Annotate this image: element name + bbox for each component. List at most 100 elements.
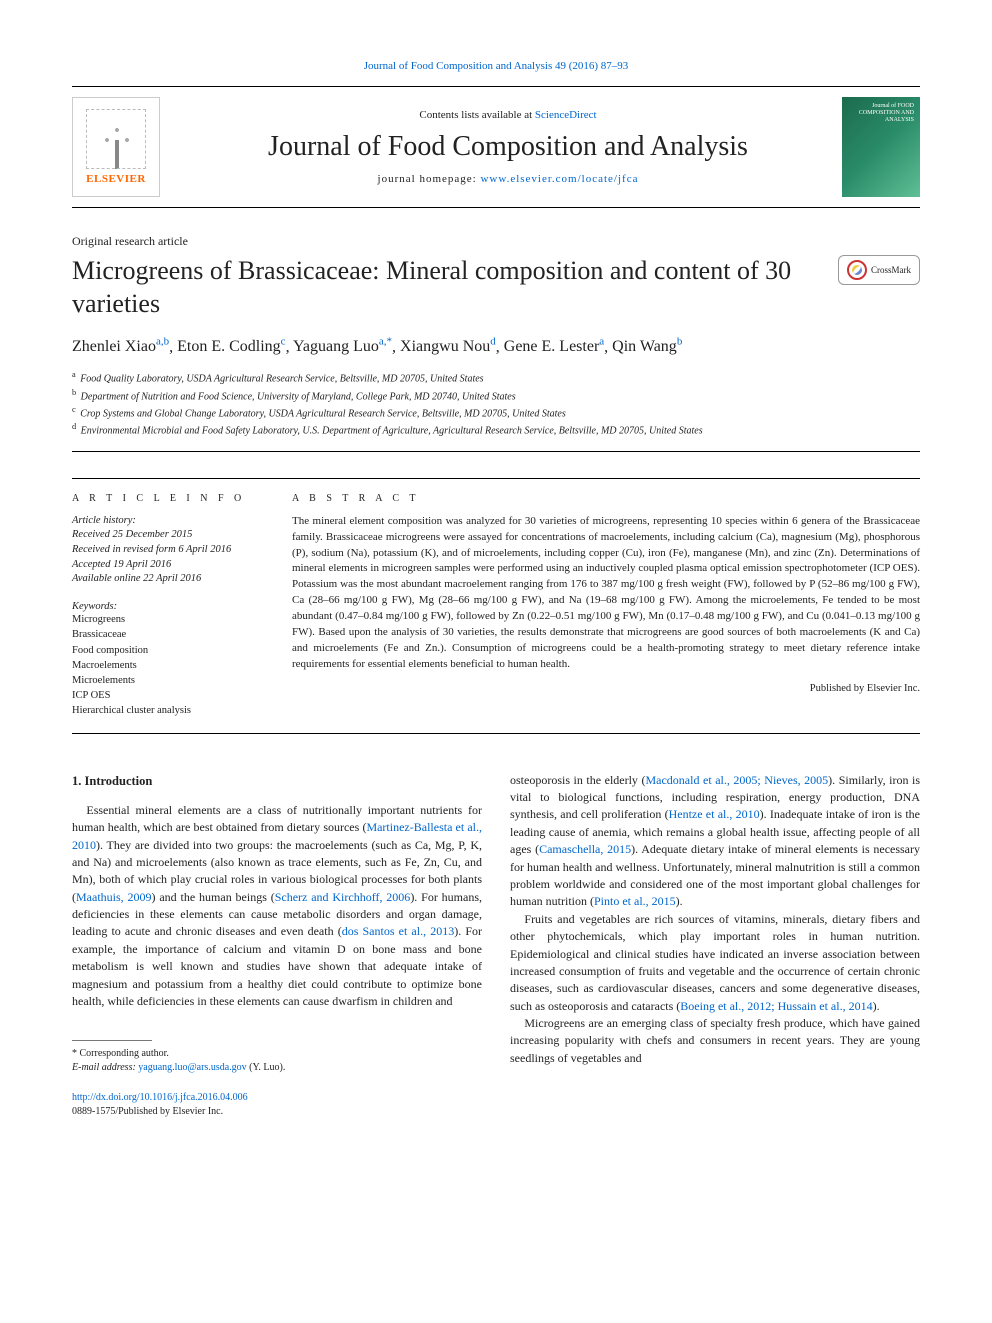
keyword: Hierarchical cluster analysis (72, 703, 260, 718)
article-info-column: A R T I C L E I N F O Article history: R… (72, 479, 272, 733)
keyword: Food composition (72, 643, 260, 658)
author: Qin Wangb (612, 338, 682, 355)
history-heading: Article history: (72, 514, 260, 529)
author-affil-link[interactable]: c (281, 336, 286, 348)
published-by: Published by Elsevier Inc. (292, 683, 920, 694)
affiliation: b Department of Nutrition and Food Scien… (72, 387, 920, 404)
article-title: Microgreens of Brassicaceae: Mineral com… (72, 255, 822, 320)
affil-text: Crop Systems and Global Change Laborator… (80, 408, 566, 419)
keywords-heading: Keywords: (72, 601, 260, 612)
author-affil-link[interactable]: a (599, 336, 604, 348)
author: Eton E. Codlingc (177, 338, 285, 355)
citation-link[interactable]: Hentze et al., 2010 (669, 807, 760, 821)
citation-link[interactable]: Maathuis, 2009 (76, 890, 152, 904)
page: Journal of Food Composition and Analysis… (0, 0, 992, 1179)
affil-sup: a (72, 370, 76, 379)
crossmark-label: CrossMark (871, 265, 911, 275)
affil-text: Food Quality Laboratory, USDA Agricultur… (80, 374, 483, 385)
body-text: Microgreens are an emerging class of spe… (510, 1016, 920, 1065)
author-affil-link[interactable]: d (490, 336, 496, 348)
body-col-left: 1. Introduction Essential mineral elemen… (72, 772, 482, 1120)
divider-affil (72, 451, 920, 452)
body-paragraph: Essential mineral elements are a class o… (72, 802, 482, 1011)
author-name: Qin Wang (612, 338, 677, 355)
author-name: Zhenlei Xiao (72, 338, 156, 355)
body-col-right: osteoporosis in the elderly (Macdonald e… (510, 772, 920, 1120)
homepage-prefix: journal homepage: (378, 173, 481, 185)
abstract-heading: A B S T R A C T (292, 493, 920, 504)
affil-sup: c (72, 405, 76, 414)
author-name: Yaguang Luo (293, 338, 379, 355)
journal-cover-thumbnail: Journal of FOOD COMPOSITION AND ANALYSIS (842, 97, 920, 197)
author-name: Eton E. Codling (177, 338, 281, 355)
info-block: A R T I C L E I N F O Article history: R… (72, 478, 920, 734)
affil-text: Environmental Microbial and Food Safety … (81, 426, 703, 437)
citation-link[interactable]: Camaschella, 2015 (539, 842, 631, 856)
affiliation: c Crop Systems and Global Change Laborat… (72, 404, 920, 421)
article-history: Article history: Received 25 December 20… (72, 514, 260, 587)
article-type: Original research article (72, 234, 920, 249)
keyword: Microgreens (72, 612, 260, 627)
abstract-text: The mineral element composition was anal… (292, 514, 920, 673)
author: Yaguang Luoa,* (293, 338, 392, 355)
body-text: ). (676, 894, 683, 908)
body-text: Fruits and vegetables are rich sources o… (510, 912, 920, 1013)
author-name: Gene E. Lester (504, 338, 600, 355)
issn-line: 0889-1575/Published by Elsevier Inc. (72, 1105, 482, 1119)
affiliations: a Food Quality Laboratory, USDA Agricult… (72, 369, 920, 438)
history-line: Received in revised form 6 April 2016 (72, 543, 260, 558)
crossmark-icon (847, 260, 867, 280)
footnote-separator (72, 1040, 152, 1041)
intro-heading: 1. Introduction (72, 772, 482, 790)
contents-prefix: Contents lists available at (419, 109, 534, 121)
corresponding-label: * Corresponding author. (72, 1047, 482, 1061)
citation-link[interactable]: dos Santos et al., 2013 (342, 924, 455, 938)
author-name: Xiangwu Nou (400, 338, 490, 355)
body-paragraph: Fruits and vegetables are rich sources o… (510, 911, 920, 1015)
elsevier-tree-icon (86, 109, 146, 169)
body-text: osteoporosis in the elderly ( (510, 773, 645, 787)
email-link[interactable]: yaguang.luo@ars.usda.gov (138, 1062, 246, 1073)
abstract-column: A B S T R A C T The mineral element comp… (272, 479, 920, 733)
journal-title: Journal of Food Composition and Analysis (174, 131, 842, 163)
publisher-logo: ELSEVIER (72, 97, 160, 197)
history-line: Available online 22 April 2016 (72, 572, 260, 587)
author-affil-link[interactable]: b (677, 336, 683, 348)
citation-link[interactable]: Boeing et al., 2012; Hussain et al., 201… (680, 999, 872, 1013)
author: Xiangwu Noud (400, 338, 496, 355)
top-citation-link[interactable]: Journal of Food Composition and Analysis… (364, 60, 629, 72)
author: Gene E. Lestera (504, 338, 604, 355)
corresponding-author: * Corresponding author. E-mail address: … (72, 1047, 482, 1075)
title-row: Microgreens of Brassicaceae: Mineral com… (72, 255, 920, 320)
author-affil-link[interactable]: a,b (156, 336, 169, 348)
affil-sup: d (72, 422, 76, 431)
homepage-link[interactable]: www.elsevier.com/locate/jfca (480, 173, 638, 185)
contents-available: Contents lists available at ScienceDirec… (174, 109, 842, 121)
body-text: ). (873, 999, 880, 1013)
citation-link[interactable]: Pinto et al., 2015 (594, 894, 676, 908)
doi-link[interactable]: http://dx.doi.org/10.1016/j.jfca.2016.04… (72, 1092, 248, 1103)
keyword: Macroelements (72, 658, 260, 673)
email-suffix: (Y. Luo). (247, 1062, 286, 1073)
history-line: Accepted 19 April 2016 (72, 558, 260, 573)
masthead: ELSEVIER Contents lists available at Sci… (72, 87, 920, 208)
keyword: Microelements (72, 673, 260, 688)
affiliation: d Environmental Microbial and Food Safet… (72, 421, 920, 438)
author-affil-link[interactable]: a,* (379, 336, 392, 348)
crossmark-badge[interactable]: CrossMark (838, 255, 920, 285)
affil-text: Department of Nutrition and Food Science… (81, 391, 516, 402)
keyword: ICP OES (72, 688, 260, 703)
keyword: Brassicaceae (72, 627, 260, 642)
citation-link[interactable]: Scherz and Kirchhoff, 2006 (275, 890, 411, 904)
sciencedirect-link[interactable]: ScienceDirect (535, 109, 597, 121)
body-columns: 1. Introduction Essential mineral elemen… (72, 772, 920, 1120)
body-text: ) and the human beings ( (152, 890, 275, 904)
affil-sup: b (72, 388, 76, 397)
publisher-name: ELSEVIER (86, 173, 146, 185)
citation-link[interactable]: Macdonald et al., 2005; Nieves, 2005 (645, 773, 828, 787)
authors-list: Zhenlei Xiaoa,b, Eton E. Codlingc, Yagua… (72, 334, 920, 359)
journal-homepage: journal homepage: www.elsevier.com/locat… (174, 173, 842, 185)
masthead-center: Contents lists available at ScienceDirec… (174, 109, 842, 185)
cover-text: Journal of FOOD COMPOSITION AND ANALYSIS (848, 103, 914, 125)
body-paragraph: osteoporosis in the elderly (Macdonald e… (510, 772, 920, 911)
